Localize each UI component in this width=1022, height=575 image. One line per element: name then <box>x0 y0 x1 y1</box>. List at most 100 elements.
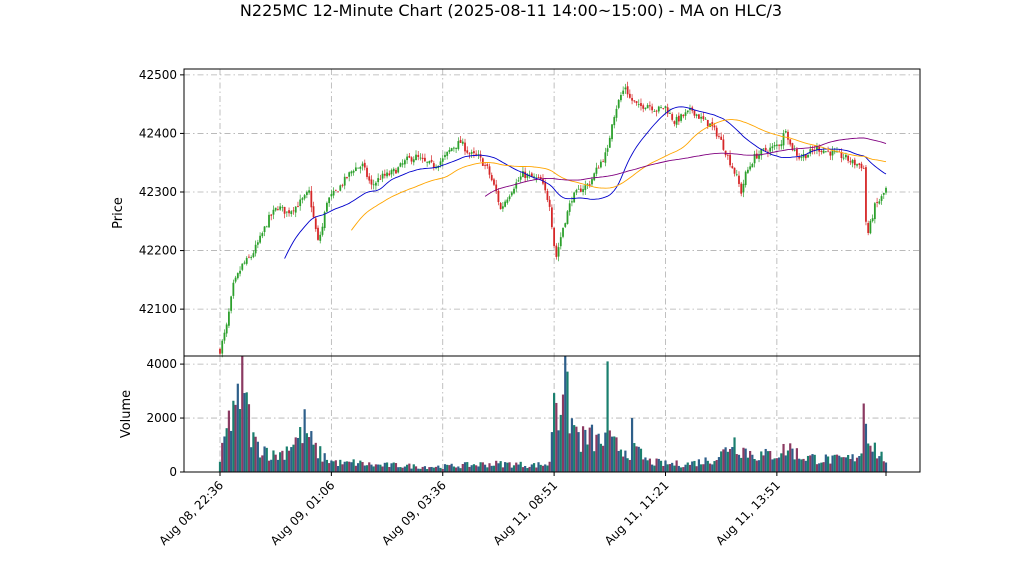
price-y-ticks: 42100 42200 42300 42400 42500 <box>139 68 184 316</box>
volume-bar <box>294 437 297 472</box>
price-ytick-label: 42100 <box>139 302 177 316</box>
volume-bar <box>777 457 781 472</box>
volume-bar <box>285 446 288 472</box>
volume-bar <box>428 467 431 472</box>
candle-body <box>321 226 324 235</box>
candle-body <box>633 100 636 102</box>
volume-bar <box>468 466 471 472</box>
volume-bar <box>377 464 380 472</box>
candle-body <box>862 168 865 170</box>
candle-body <box>395 169 397 174</box>
volume-bar <box>221 442 224 472</box>
candle-body <box>853 159 856 166</box>
volume-bar <box>782 443 785 472</box>
candle-body <box>804 154 807 159</box>
volume-bar <box>292 444 295 472</box>
candle-body <box>671 114 674 120</box>
candle-body <box>726 154 729 156</box>
volume-bar <box>570 418 574 472</box>
candle-body <box>664 106 667 109</box>
candle-body <box>299 199 302 207</box>
candle-body <box>689 108 691 110</box>
volume-bar <box>475 465 478 472</box>
candle-body <box>778 144 780 146</box>
volume-bar <box>272 450 275 472</box>
candle-body <box>412 159 415 163</box>
volume-bar <box>740 457 743 472</box>
volume-bar <box>626 458 629 472</box>
volume-bar <box>450 463 453 472</box>
volume-bar <box>588 427 591 472</box>
volume-bar <box>728 449 732 472</box>
volume-frame <box>183 355 921 473</box>
candle-body <box>239 270 241 274</box>
candle-body <box>530 173 533 177</box>
candle-body <box>849 161 852 163</box>
volume-bar <box>581 426 585 472</box>
volume-bar <box>341 464 344 472</box>
candle-body <box>270 214 273 216</box>
volume-bar <box>555 402 558 472</box>
volume-bar <box>537 462 540 472</box>
candle-body <box>272 209 275 215</box>
candle-body <box>553 227 556 246</box>
candle-body <box>419 157 422 159</box>
candle-body <box>675 116 678 125</box>
x-tick-label: Aug 09, 01:06 <box>268 478 338 548</box>
candle-body <box>401 163 404 165</box>
candle-body <box>557 247 560 257</box>
candle-body <box>513 188 515 194</box>
volume-ytick-label: 4000 <box>146 357 177 371</box>
candle-body <box>323 212 326 229</box>
volume-bar <box>332 461 335 472</box>
candle-body <box>711 122 714 127</box>
candle-body <box>860 163 863 169</box>
candle-body <box>308 190 310 193</box>
volume-bar <box>483 464 487 472</box>
volume-bar <box>363 465 366 472</box>
volume-bar <box>452 466 455 472</box>
volume-panel: 0 2000 4000 Volume <box>119 355 921 479</box>
candle-body <box>497 190 500 203</box>
volume-bar <box>755 460 758 472</box>
candle-body <box>809 149 812 154</box>
volume-bar <box>835 454 839 472</box>
candle-body <box>346 177 348 179</box>
candle-body <box>348 172 351 177</box>
volume-bar <box>602 445 605 472</box>
candle-body <box>339 185 342 191</box>
candle-body <box>718 136 720 138</box>
candle-body <box>236 273 239 279</box>
price-ylabel: Price <box>111 197 126 229</box>
volume-bar <box>628 459 631 472</box>
volume-y-ticks: 0 2000 4000 <box>146 357 184 479</box>
volume-bar <box>383 462 386 472</box>
candle-body <box>241 263 244 270</box>
candle-body <box>871 218 874 222</box>
volume-bar <box>283 459 286 472</box>
candle-body <box>802 154 805 158</box>
candle-body <box>789 139 792 145</box>
volume-bar <box>559 414 562 472</box>
candle-body <box>869 220 872 234</box>
candle-body <box>604 152 607 163</box>
volume-bar <box>312 444 315 472</box>
candle-body <box>294 206 297 213</box>
candle-body <box>733 167 736 174</box>
candle-body <box>771 146 774 149</box>
candle-body <box>341 184 344 186</box>
volume-bar <box>521 467 525 472</box>
candle-body <box>660 107 662 108</box>
volume-bar <box>550 432 553 472</box>
volume-bar <box>873 442 876 472</box>
candle-body <box>303 195 306 199</box>
volume-bar <box>261 455 264 472</box>
volume-bar <box>281 450 284 472</box>
volume-bar <box>339 459 342 472</box>
candle-body <box>470 152 473 154</box>
candle-body <box>798 157 801 159</box>
volume-bar <box>350 462 353 472</box>
volume-bar <box>679 467 683 472</box>
volume-bar <box>544 464 547 472</box>
volume-bar <box>463 462 467 472</box>
